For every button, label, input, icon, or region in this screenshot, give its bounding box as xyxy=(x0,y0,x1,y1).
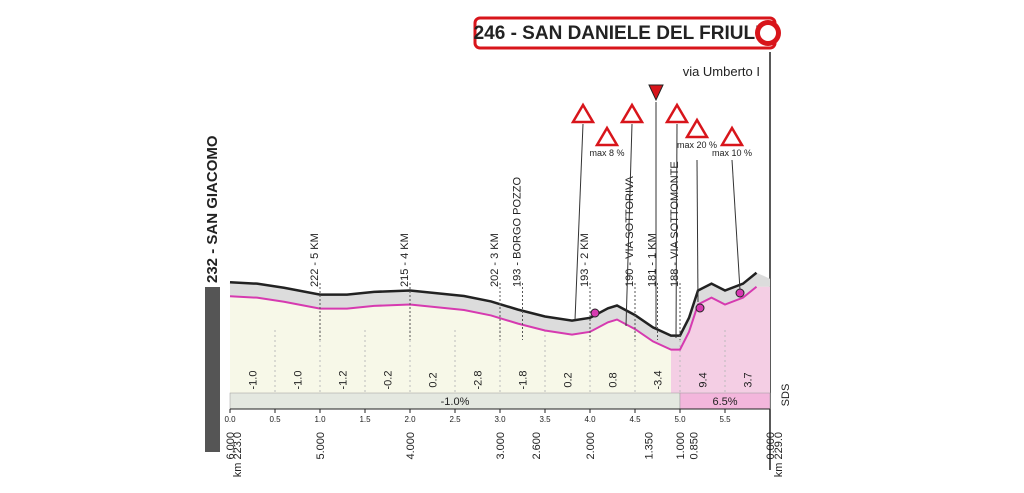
finish-street: via Umberto I xyxy=(683,64,760,79)
sign-pointer xyxy=(675,123,678,339)
finish-km: km 229.0 xyxy=(773,432,785,477)
remaining-label: 1.350 xyxy=(644,432,656,460)
climb-dot xyxy=(695,303,705,313)
segment-gradient: 0.8 xyxy=(608,372,620,387)
waypoint-label: 193 - 2 KM xyxy=(579,233,591,287)
segment-gradient: -2.8 xyxy=(473,371,485,390)
remaining-label: 4.000 xyxy=(405,432,417,460)
segment-gradient: 3.7 xyxy=(743,372,755,387)
waypoint-label: 190 - VIA SOTTORIVA xyxy=(624,175,636,287)
profile-line xyxy=(229,271,758,337)
segment-gradient: 0.2 xyxy=(428,372,440,387)
sign xyxy=(719,125,745,147)
waypoint-label: 222 - 5 KM xyxy=(309,233,321,287)
finish-icon-inner xyxy=(760,25,776,41)
x-tick-label: 2.5 xyxy=(449,415,461,424)
remaining-label: 0.000 xyxy=(765,432,777,460)
x-tick-label: 3.0 xyxy=(494,415,506,424)
sign xyxy=(664,102,690,124)
gradient-section-label: 6.5% xyxy=(712,396,737,408)
sign xyxy=(594,125,620,147)
start-bar xyxy=(205,287,220,452)
sign-pointer xyxy=(696,159,699,303)
x-tick-label: 1.5 xyxy=(359,415,371,424)
segment-gradient: -1.8 xyxy=(518,371,530,390)
gradient-section-label: -1.0% xyxy=(441,396,470,408)
start-km: km 223.0 xyxy=(232,432,244,477)
chart-title: 246 - SAN DANIELE DEL FRIULI xyxy=(474,23,761,44)
finish-mark: SDS xyxy=(780,384,792,407)
remaining-label: 1.000 xyxy=(675,432,687,460)
sign-label: max 10 % xyxy=(712,148,752,158)
x-tick-label: 2.0 xyxy=(404,415,416,424)
waypoint-label: 215 - 4 KM xyxy=(399,233,411,287)
sign-pointer xyxy=(574,123,584,321)
remaining-label: 3.000 xyxy=(495,432,507,460)
remaining-label: 6.000 xyxy=(225,432,237,460)
x-tick-label: 5.0 xyxy=(674,415,686,424)
x-tick-label: 0.5 xyxy=(269,415,281,424)
flamme-rouge xyxy=(648,84,664,102)
x-tick-label: 4.5 xyxy=(629,415,641,424)
segment-gradient: -1.2 xyxy=(338,371,350,390)
waypoint-label: 181 - 1 KM xyxy=(647,233,659,287)
sign-label: max 20 % xyxy=(677,140,717,150)
road-signs xyxy=(570,102,745,147)
segment-gradient: -1.0 xyxy=(248,371,260,390)
sign-pointer xyxy=(625,123,633,327)
start-label: 232 - SAN GIACOMO xyxy=(204,135,221,283)
remaining-label: 2.600 xyxy=(531,432,543,460)
sign xyxy=(619,102,645,124)
x-tick-label: 1.0 xyxy=(314,415,326,424)
waypoint-label: 202 - 3 KM xyxy=(489,233,501,287)
x-tick-label: 3.5 xyxy=(539,415,551,424)
segment-gradient: 0.2 xyxy=(563,372,575,387)
segment-gradient: -1.0 xyxy=(293,371,305,390)
waypoint-label: 193 - BORGO POZZO xyxy=(512,177,524,287)
sign-label: max 8 % xyxy=(589,148,624,158)
climb-dot xyxy=(590,308,600,318)
waypoint-label: 188 - VIA SOTTOMONTE xyxy=(669,161,681,287)
x-tick-label: 4.0 xyxy=(584,415,596,424)
climb-dot xyxy=(735,288,745,298)
remaining-label: 2.000 xyxy=(585,432,597,460)
segment-gradient: -0.2 xyxy=(383,371,395,390)
remaining-label: 5.000 xyxy=(315,432,327,460)
sign xyxy=(684,117,710,139)
remaining-label: 0.850 xyxy=(689,432,701,460)
segment-gradient: -3.4 xyxy=(653,371,665,390)
x-tick-label: 5.5 xyxy=(719,415,731,424)
segment-gradient: 9.4 xyxy=(698,372,710,387)
sign xyxy=(570,102,596,124)
x-tick-label: 0.0 xyxy=(224,415,236,424)
sign-pointer xyxy=(731,159,741,291)
